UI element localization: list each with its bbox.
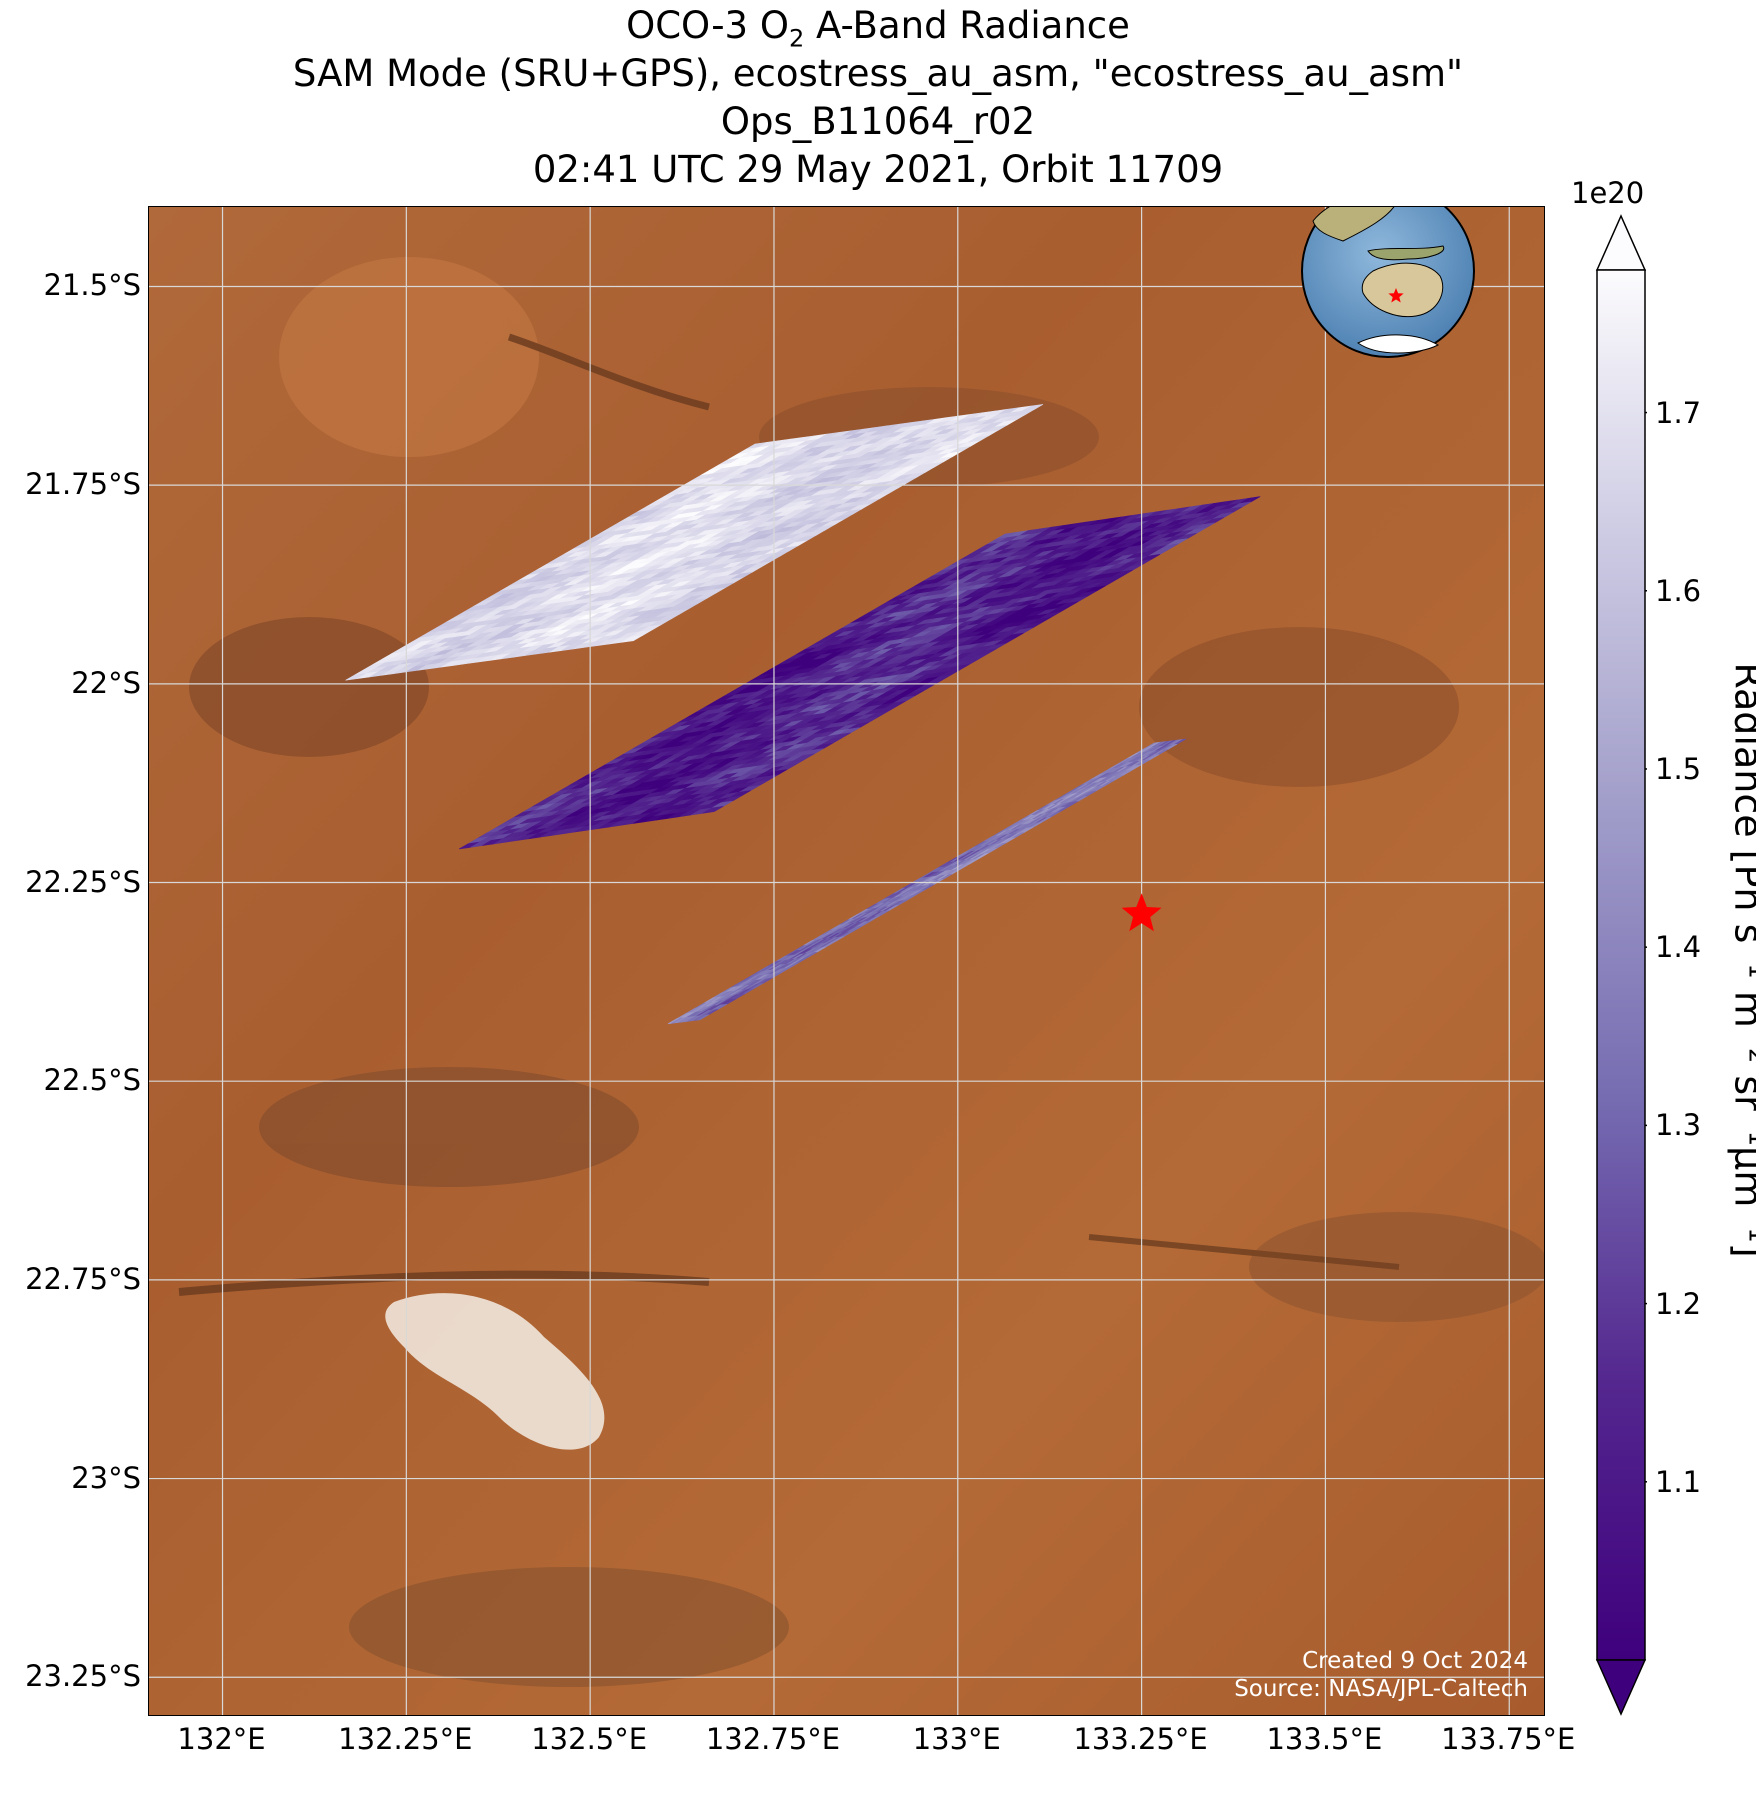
globe-landmass-australia	[1361, 262, 1444, 318]
terrain-ridge	[507, 333, 710, 411]
colorbar-gradient	[1596, 269, 1646, 1661]
colorbar-label-text: m	[1727, 979, 1756, 1028]
sounding-pixel	[702, 806, 724, 814]
colorbar-label: Radiance [Ph s−1 m−2 sr−1μm−1]	[1727, 662, 1756, 1257]
longitude-tick-label: 132.5°E	[531, 1722, 648, 1756]
globe-landmass-asia	[1312, 207, 1395, 242]
swath-3	[667, 738, 1187, 1025]
colorbar-label-exponent: −1	[1743, 943, 1756, 979]
title-subscript: 2	[788, 24, 805, 53]
longitude-tick-label: 133.75°E	[1441, 1722, 1576, 1756]
colorbar-label-text: ]	[1727, 1243, 1756, 1258]
colorbar	[1595, 214, 1647, 1716]
latitude-tick-label: 23°S	[71, 1460, 141, 1495]
terrain-ridge	[178, 1270, 710, 1296]
terrain-light-patch	[279, 257, 539, 457]
map-canvas	[149, 207, 1544, 1715]
longitude-tick-label: 132°E	[177, 1722, 266, 1756]
colorbar-label-exponent: −1	[1743, 1207, 1756, 1243]
credits-created: Created 9 Oct 2024	[1302, 1648, 1528, 1674]
sounding-pixel	[621, 635, 643, 643]
colorbar-extend-min	[1595, 1659, 1647, 1716]
globe-landmass-indonesia	[1367, 245, 1445, 261]
sounding-swaths	[345, 404, 1261, 1025]
colorbar-tick-label: 1.4	[1655, 930, 1702, 965]
colorbar-tick-label: 1.6	[1655, 573, 1702, 608]
globe-star-icon	[1388, 288, 1404, 303]
gridlines	[149, 207, 1544, 1715]
colorbar-label-exponent: −2	[1743, 1027, 1756, 1064]
latitude-tick-label: 22.25°S	[25, 864, 141, 899]
latitude-tick-label: 21.5°S	[43, 268, 141, 303]
target-star-icon	[1121, 893, 1162, 932]
globe-landmass-antarctica	[1357, 334, 1440, 354]
swath-1	[345, 404, 1044, 681]
longitude-tick-label: 133.5°E	[1266, 1722, 1383, 1756]
longitude-tick-label: 132.75°E	[705, 1722, 841, 1756]
colorbar-tick-label: 1.7	[1655, 395, 1702, 430]
terrain-dark-patch	[349, 1567, 789, 1687]
sounding-pixel	[696, 1014, 710, 1021]
chart-title-line-4: 02:41 UTC 29 May 2021, Orbit 11709	[532, 148, 1224, 191]
inset-globe	[1301, 207, 1475, 358]
colorbar-tick-label: 1.1	[1655, 1464, 1702, 1499]
chart-title-line-1: OCO-3 O2 A-Band Radiance	[0, 4, 1756, 60]
terrain-ridge	[1088, 1234, 1400, 1270]
colorbar-tick-label: 1.5	[1655, 751, 1702, 786]
latitude-tick-label: 22.5°S	[43, 1063, 141, 1098]
colorbar-tick-marks	[1645, 411, 1647, 1483]
longitude-tick-label: 133.25°E	[1073, 1722, 1208, 1756]
terrain-dark-patch	[1139, 627, 1459, 787]
terrain-dark-patch	[259, 1067, 639, 1187]
terrain-dark-patch	[189, 617, 429, 757]
credits: Created 9 Oct 2024 Source: NASA/JPL-Calt…	[1234, 1647, 1528, 1703]
chart-title-line-3: Ops_B11064_r02	[720, 100, 1036, 143]
terrain-features	[178, 257, 1544, 1687]
title-prefix: OCO-3 O	[626, 4, 789, 47]
credits-source: Source: NASA/JPL-Caltech	[1234, 1676, 1528, 1702]
latitude-tick-label: 22.75°S	[25, 1261, 141, 1296]
latitude-tick-label: 22°S	[71, 665, 141, 700]
colorbar-extend-max	[1595, 214, 1647, 271]
colorbar-tick-label: 1.3	[1655, 1108, 1702, 1143]
colorbar-label-text: sr	[1726, 1075, 1756, 1111]
map-panel[interactable]: Created 9 Oct 2024 Source: NASA/JPL-Calt…	[148, 206, 1545, 1716]
colorbar-label-exponent: −1	[1743, 1110, 1756, 1147]
longitude-tick-label: 133°E	[912, 1722, 1001, 1756]
colorbar-label-text: μm	[1726, 1146, 1756, 1208]
swath-2	[458, 496, 1261, 850]
colorbar-tick-label: 1.2	[1655, 1286, 1702, 1321]
chart-title-line-2: SAM Mode (SRU+GPS), ecostress_au_asm, "e…	[292, 52, 1464, 95]
title-suffix: A-Band Radiance	[804, 4, 1130, 47]
salt-lake	[385, 1293, 605, 1450]
colorbar-exponent: 1e20	[1571, 176, 1645, 210]
latitude-tick-label: 23.25°S	[25, 1659, 141, 1694]
latitude-tick-label: 21.75°S	[25, 467, 141, 502]
longitude-tick-label: 132.25°E	[338, 1722, 473, 1756]
colorbar-label-text: Radiance [Ph s	[1726, 662, 1756, 943]
